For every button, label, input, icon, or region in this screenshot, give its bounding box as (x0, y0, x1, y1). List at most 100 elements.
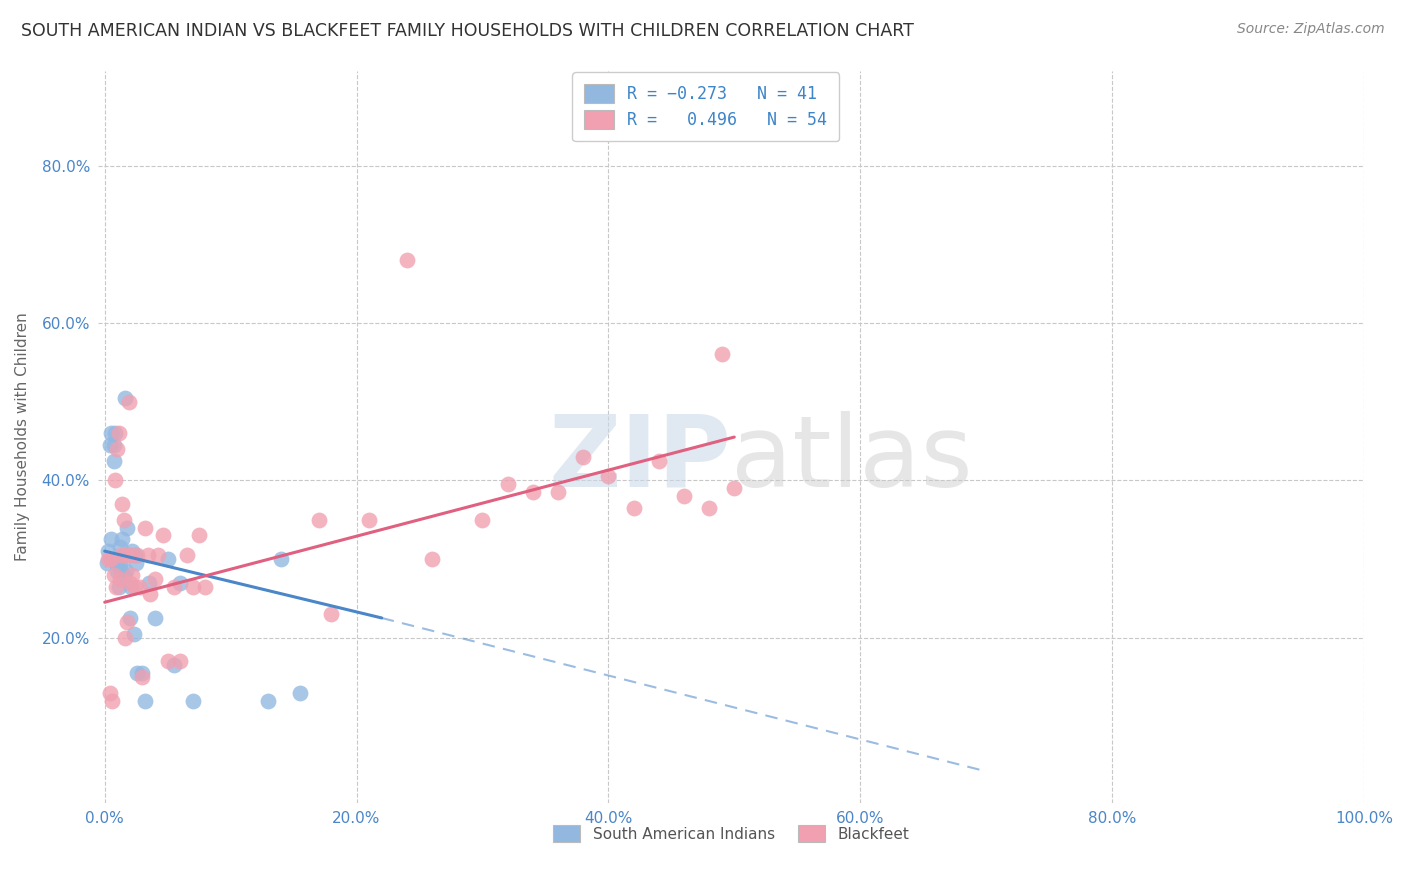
Point (496, 477, 519, 491)
Point (648, 453, 671, 467)
Point (105, 580, 128, 594)
Point (121, 567, 143, 582)
Point (120, 580, 142, 594)
Point (120, 548, 142, 562)
Point (97, 544, 120, 558)
Point (125, 556, 148, 570)
Point (181, 693, 204, 707)
Point (96, 556, 118, 570)
Point (117, 615, 139, 629)
Point (257, 693, 280, 707)
Point (131, 666, 153, 681)
Point (723, 481, 745, 495)
Text: SOUTH AMERICAN INDIAN VS BLACKFEET FAMILY HOUSEHOLDS WITH CHILDREN CORRELATION C: SOUTH AMERICAN INDIAN VS BLACKFEET FAMIL… (21, 22, 914, 40)
Point (112, 513, 135, 527)
Point (104, 426, 127, 441)
Point (194, 580, 217, 594)
Point (111, 533, 134, 547)
Point (395, 253, 418, 268)
Point (105, 564, 128, 578)
Point (471, 513, 494, 527)
Point (100, 426, 122, 441)
Point (124, 548, 146, 562)
Point (572, 450, 595, 464)
Point (156, 654, 179, 668)
Point (321, 607, 343, 621)
Point (108, 572, 131, 586)
Point (710, 347, 733, 361)
Point (127, 666, 149, 681)
Point (101, 552, 124, 566)
Point (143, 572, 166, 586)
Point (623, 500, 645, 515)
Point (598, 469, 620, 483)
Point (98, 438, 121, 452)
Point (115, 564, 138, 578)
Point (124, 580, 146, 594)
Point (112, 548, 135, 562)
Point (270, 552, 292, 566)
Text: ZIP: ZIP (548, 410, 731, 508)
Text: atlas: atlas (731, 410, 973, 508)
Point (139, 587, 162, 601)
Point (118, 611, 141, 625)
Point (134, 693, 156, 707)
Point (169, 654, 191, 668)
Point (308, 513, 330, 527)
Point (129, 580, 152, 594)
Point (359, 513, 381, 527)
Point (146, 548, 169, 562)
Point (101, 693, 124, 707)
Point (107, 426, 129, 441)
Point (103, 438, 125, 452)
Point (103, 567, 125, 582)
Text: Source: ZipAtlas.com: Source: ZipAtlas.com (1237, 22, 1385, 37)
Point (156, 552, 179, 566)
Point (97, 552, 120, 566)
Point (697, 500, 720, 515)
Point (181, 580, 204, 594)
Point (188, 528, 211, 542)
Legend: South American Indians, Blackfeet: South American Indians, Blackfeet (546, 817, 917, 850)
Y-axis label: Family Households with Children: Family Households with Children (15, 313, 31, 561)
Point (136, 548, 159, 562)
Point (117, 548, 139, 562)
Point (118, 575, 141, 590)
Point (169, 575, 191, 590)
Point (110, 564, 132, 578)
Point (420, 552, 443, 566)
Point (134, 520, 156, 534)
Point (105, 442, 128, 456)
Point (117, 394, 139, 409)
Point (163, 658, 186, 673)
Point (107, 580, 129, 594)
Point (105, 552, 128, 566)
Point (122, 626, 145, 640)
Point (112, 567, 135, 582)
Point (98, 686, 121, 700)
Point (103, 453, 125, 467)
Point (114, 631, 136, 645)
Point (288, 686, 311, 700)
Point (114, 391, 136, 405)
Point (104, 473, 127, 487)
Point (108, 540, 131, 554)
Point (138, 575, 160, 590)
Point (547, 485, 569, 500)
Point (108, 556, 131, 570)
Point (131, 670, 153, 684)
Point (115, 548, 138, 562)
Point (100, 533, 122, 547)
Point (105, 556, 128, 570)
Point (121, 544, 143, 558)
Point (672, 489, 695, 503)
Point (152, 528, 174, 542)
Point (127, 548, 149, 562)
Point (143, 611, 166, 625)
Point (111, 497, 134, 511)
Point (163, 580, 186, 594)
Point (117, 520, 139, 534)
Point (522, 485, 544, 500)
Point (100, 552, 122, 566)
Point (110, 548, 132, 562)
